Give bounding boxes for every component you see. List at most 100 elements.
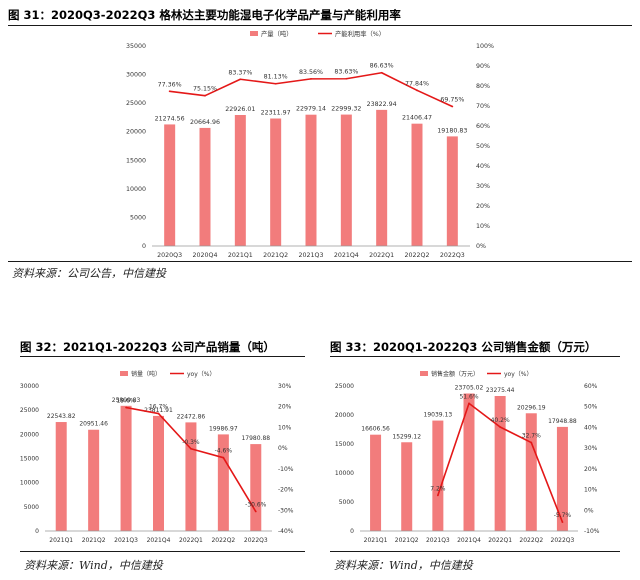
- fig32-bar-2022Q1: [185, 422, 197, 531]
- fig31-y-left-tick-label: 20000: [126, 129, 146, 136]
- fig31-title: 图 31：2020Q3-2022Q3 格林达主要功能湿电子化学品产量与产能利用率: [8, 8, 401, 22]
- fig32-y-right-tick-label: 0%: [278, 445, 288, 452]
- fig33-bar-2021Q2: [401, 442, 413, 531]
- fig32-y-left-tick-label: 20000: [20, 431, 39, 438]
- fig31-y-left-tick-label: 0: [142, 243, 146, 250]
- fig31-y-left-tick-label: 15000: [126, 157, 146, 164]
- fig31-line-value-label: 75.15%: [193, 86, 217, 93]
- fig33-bar-value-label: 15299.12: [392, 433, 421, 440]
- fig33-x-tick-label: 2021Q4: [457, 537, 481, 544]
- fig31-y-right-tick-label: 0%: [476, 243, 486, 250]
- fig33-bar-2021Q1: [370, 434, 382, 531]
- fig32-line-value-label: -30.6%: [245, 502, 267, 509]
- fig32-line-value-label: 19.6%: [117, 398, 136, 405]
- fig31-bar-value-label: 21274.56: [155, 115, 185, 122]
- fig31-x-tick-label: 2022Q3: [440, 252, 465, 259]
- fig33-bar-2022Q3: [556, 426, 568, 531]
- fig31-line-point-2022Q1: [380, 71, 383, 74]
- fig33-top-rule: [330, 356, 620, 357]
- fig32-y-right-tick-label: 10%: [278, 424, 292, 431]
- fig32-bottom-rule: [20, 551, 305, 552]
- fig33-chart: 销售金额（万元） yoy（%） 0 5000 10000 15000 20000 25000 -…: [335, 370, 600, 544]
- fig31-y-left-tick-label: 25000: [126, 100, 146, 107]
- fig33-line-value-label: 32.7%: [522, 433, 541, 440]
- fig31-line-value-label: 83.56%: [299, 69, 323, 76]
- fig32-bar-value-label: 22543.82: [47, 413, 76, 420]
- fig33-y-left-tick-label: 5000: [339, 499, 354, 506]
- fig31-bar-2020Q3: [164, 124, 176, 246]
- fig31-x-tick-label: 2021Q3: [299, 252, 324, 259]
- fig31-line-value-label: 77.84%: [405, 80, 429, 87]
- fig31-line-point-2022Q3: [451, 105, 454, 108]
- fig31-bar-value-label: 20664.96: [190, 119, 220, 126]
- fig33-y-right-tick-label: -10%: [584, 528, 600, 535]
- fig31-y-left-tick-label: 35000: [126, 43, 146, 50]
- fig31-line-value-label: 83.37%: [228, 69, 252, 76]
- fig33-line-point-2022Q2: [530, 441, 533, 444]
- fig33-y-right-tick-label: 50%: [584, 404, 598, 411]
- fig32-bar-value-label: 25899.83: [112, 397, 141, 404]
- fig32-x-tick-label: 2022Q2: [211, 537, 235, 544]
- fig32-bar-2021Q1: [55, 422, 67, 531]
- fig32-chart: 销量（吨） yoy（%） 0 5000 10000 15000 20000 25000 3000…: [20, 370, 294, 544]
- fig33-legend-bar-label: 销售金额（万元）: [431, 370, 479, 378]
- fig32-top-rule: [20, 356, 305, 357]
- fig33-y-right-tick-label: 30%: [584, 445, 598, 452]
- fig33-line-value-label: 7.2%: [430, 485, 446, 492]
- fig33-y-right-tick-label: 40%: [584, 424, 598, 431]
- fig31-line-value-label: 77.36%: [158, 81, 182, 88]
- fig32-x-tick-label: 2021Q3: [114, 537, 138, 544]
- fig33-x-tick-label: 2022Q3: [551, 537, 575, 544]
- fig31-y-right-tick-label: 30%: [476, 183, 490, 190]
- fig31-x-tick-label: 2022Q1: [369, 252, 394, 259]
- fig31-bar-2020Q4: [199, 127, 211, 246]
- fig31-bar-2022Q2: [411, 123, 423, 246]
- fig31-y-left-tick-label: 10000: [126, 186, 146, 193]
- fig31-y-right-tick-label: 100%: [476, 43, 494, 50]
- fig32-x-tick-label: 2022Q3: [244, 537, 268, 544]
- fig32-y-left-tick-label: 25000: [20, 407, 39, 414]
- fig32-line-value-label: -4.6%: [215, 448, 233, 455]
- fig33-line-point-2022Q1: [499, 426, 502, 428]
- fig33-y-left-tick-label: 25000: [335, 383, 354, 390]
- fig33-bar-value-label: 17948.88: [548, 418, 577, 425]
- fig32-line-point-2022Q1: [190, 447, 192, 450]
- fig32-x-tick-label: 2021Q4: [147, 537, 171, 544]
- fig31-bottom-rule: [8, 261, 632, 262]
- fig31-line-point-2020Q3: [168, 90, 171, 93]
- fig31-bar-2021Q3: [305, 114, 317, 246]
- fig32-y-right-tick-label: -10%: [278, 466, 294, 473]
- fig33-y-right-tick-label: 20%: [584, 466, 598, 473]
- fig33-bar-2021Q4: [463, 393, 475, 531]
- fig32-bar-value-label: 17980.88: [241, 435, 270, 442]
- fig33-bar-2022Q2: [525, 413, 537, 531]
- fig31-bar-2021Q4: [340, 114, 352, 246]
- fig33-bar-value-label: 19039.13: [424, 412, 453, 419]
- fig33-y-right-tick-label: 60%: [584, 383, 598, 390]
- fig31-x-tick-label: 2021Q4: [334, 252, 359, 259]
- fig31-x-tick-label: 2021Q1: [228, 252, 253, 259]
- fig31-line-value-label: 86.63%: [370, 63, 394, 70]
- fig33-line-value-label: 51.6%: [459, 393, 478, 400]
- fig31-legend-line-label: 产能利用率（%）: [335, 29, 385, 38]
- fig33-x-tick-label: 2022Q1: [488, 537, 512, 544]
- fig33-line-point-2022Q3: [561, 521, 564, 523]
- fig31-y-right-tick-label: 60%: [476, 123, 490, 130]
- fig32-source: 资料来源：Wind，中信建投: [24, 559, 163, 572]
- fig32-title: 图 32：2021Q1-2022Q3 公司产品销量（吨）: [20, 340, 275, 354]
- fig32-y-right-tick-label: 20%: [278, 404, 292, 411]
- fig31-line-value-label: 83.63%: [334, 69, 358, 76]
- fig31-line-point-2020Q4: [204, 94, 206, 97]
- fig31-y-right-tick-label: 40%: [476, 163, 490, 170]
- fig33-legend-line-label: yoy（%）: [504, 371, 532, 378]
- fig33-bottom-rule: [330, 551, 620, 552]
- fig33-bar-value-label: 23275.44: [486, 387, 515, 394]
- fig33-y-right-tick-label: 0%: [584, 507, 594, 514]
- fig31-y-right-tick-label: 70%: [476, 103, 490, 110]
- fig32-x-tick-label: 2021Q1: [49, 537, 73, 544]
- fig31-bar-value-label: 22979.14: [296, 106, 326, 113]
- fig32-line-value-label: 16.7%: [149, 404, 168, 411]
- fig31-bar-value-label: 23822.94: [367, 101, 397, 108]
- fig33-line-point-2021Q3: [436, 494, 439, 497]
- fig31-bar-2022Q1: [376, 109, 388, 246]
